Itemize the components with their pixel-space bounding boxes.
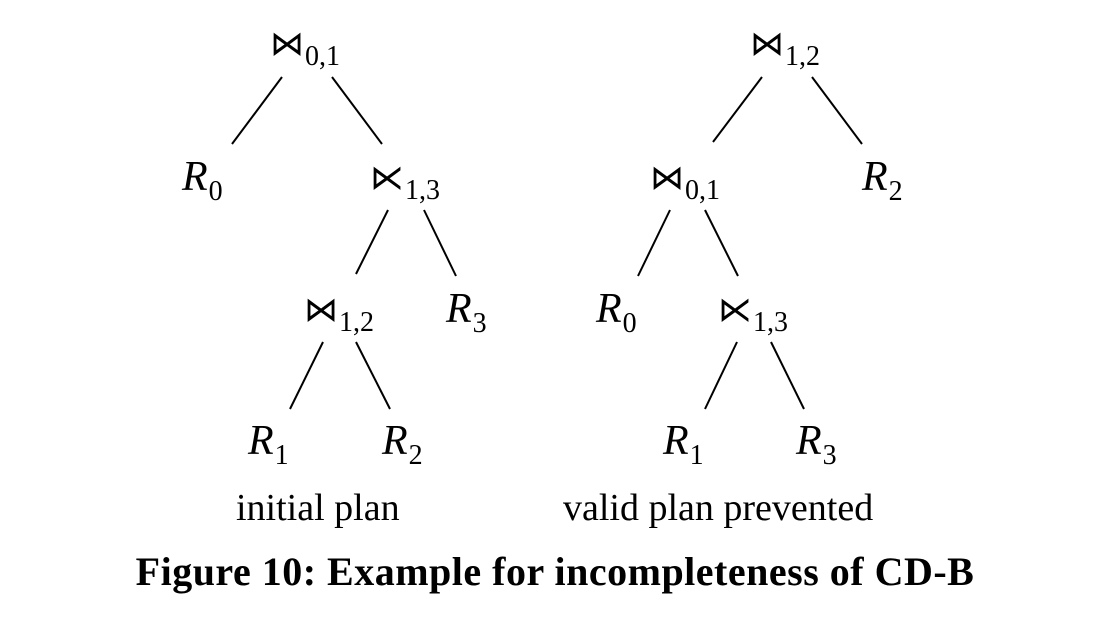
relation-letter: R — [796, 418, 822, 464]
relation-node: R1 — [248, 418, 289, 470]
node-subscript: 0,1 — [305, 41, 340, 72]
edge — [704, 209, 739, 277]
join-operator: ⋈ — [304, 290, 338, 330]
edge — [704, 341, 738, 410]
edge — [770, 341, 805, 410]
node-subscript: 2 — [408, 440, 423, 471]
figure-caption: Figure 10: Example for incompleteness of… — [135, 549, 975, 594]
semijoin-operator: ⋉ — [718, 290, 752, 330]
join-operator: ⋈ — [650, 158, 684, 198]
semijoin-operator: ⋉ — [370, 158, 404, 198]
semijoin-node: ⋉1,3 — [370, 156, 440, 205]
node-subscript: 0,1 — [685, 175, 720, 206]
edge — [355, 209, 389, 275]
join-operator: ⋈ — [270, 24, 304, 64]
relation-node: R3 — [446, 286, 487, 338]
relation-letter: R — [862, 154, 888, 200]
join-node: ⋈1,2 — [750, 22, 820, 71]
relation-node: R2 — [382, 418, 423, 470]
relation-node: R1 — [663, 418, 704, 470]
edge — [637, 209, 671, 277]
node-subscript: 1,2 — [339, 307, 374, 338]
tree-label-prevented: valid plan prevented — [563, 487, 874, 529]
tree-label-initial: initial plan — [236, 487, 400, 529]
node-subscript: 0 — [208, 176, 223, 207]
edge — [289, 341, 324, 410]
join-node: ⋈0,1 — [270, 22, 340, 71]
relation-letter: R — [446, 286, 472, 332]
edge — [811, 76, 863, 145]
relation-letter: R — [382, 418, 408, 464]
edge — [355, 341, 391, 410]
relation-node: R0 — [596, 286, 637, 338]
relation-node: R0 — [182, 154, 223, 206]
edge — [423, 209, 457, 277]
join-node: ⋈1,2 — [304, 288, 374, 337]
semijoin-node: ⋉1,3 — [718, 288, 788, 337]
join-node: ⋈0,1 — [650, 156, 720, 205]
node-subscript: 0 — [622, 308, 637, 339]
node-subscript: 1,3 — [405, 175, 440, 206]
node-subscript: 1,3 — [753, 307, 788, 338]
node-subscript: 2 — [888, 176, 903, 207]
relation-letter: R — [248, 418, 274, 464]
relation-node: R2 — [862, 154, 903, 206]
edge — [231, 76, 283, 145]
relation-letter: R — [596, 286, 622, 332]
node-subscript: 1 — [689, 440, 704, 471]
node-subscript: 1 — [274, 440, 289, 471]
node-subscript: 3 — [472, 308, 487, 339]
edge — [712, 76, 763, 143]
relation-letter: R — [182, 154, 208, 200]
relation-letter: R — [663, 418, 689, 464]
node-subscript: 3 — [822, 440, 837, 471]
edge — [331, 76, 383, 145]
node-subscript: 1,2 — [785, 41, 820, 72]
relation-node: R3 — [796, 418, 837, 470]
join-operator: ⋈ — [750, 24, 784, 64]
